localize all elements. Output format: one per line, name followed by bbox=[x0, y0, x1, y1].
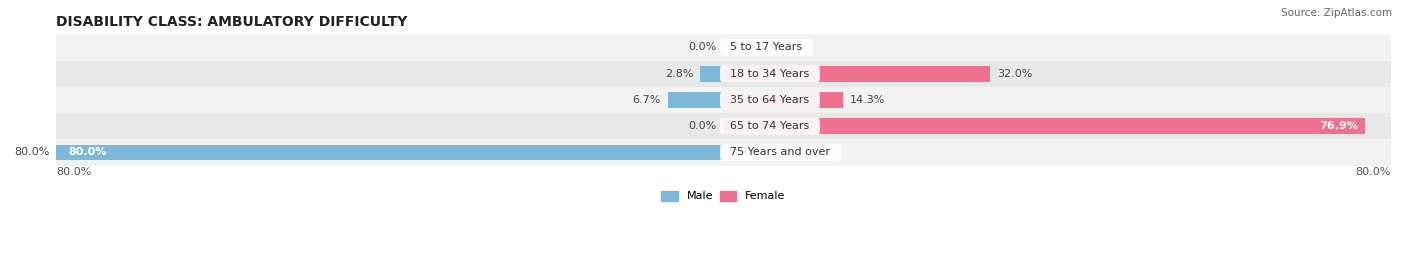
Text: 80.0%: 80.0% bbox=[1355, 167, 1391, 177]
Text: 32.0%: 32.0% bbox=[997, 69, 1032, 79]
Text: 2.8%: 2.8% bbox=[665, 69, 693, 79]
Bar bbox=[56, 144, 724, 160]
Bar bbox=[724, 118, 1365, 134]
Bar bbox=[56, 34, 1391, 61]
Legend: Male, Female: Male, Female bbox=[657, 186, 790, 206]
Bar bbox=[56, 87, 1391, 113]
Text: 80.0%: 80.0% bbox=[14, 147, 49, 157]
Bar bbox=[700, 66, 724, 82]
Text: Source: ZipAtlas.com: Source: ZipAtlas.com bbox=[1281, 8, 1392, 18]
Bar bbox=[724, 66, 990, 82]
Text: 80.0%: 80.0% bbox=[56, 167, 91, 177]
Text: 14.3%: 14.3% bbox=[849, 95, 884, 105]
Text: 0.0%: 0.0% bbox=[689, 43, 717, 52]
Bar bbox=[56, 61, 1391, 87]
Text: 35 to 64 Years: 35 to 64 Years bbox=[724, 95, 817, 105]
Bar bbox=[724, 92, 842, 108]
Text: 5 to 17 Years: 5 to 17 Years bbox=[724, 43, 810, 52]
Text: DISABILITY CLASS: AMBULATORY DIFFICULTY: DISABILITY CLASS: AMBULATORY DIFFICULTY bbox=[56, 15, 408, 29]
Text: 76.9%: 76.9% bbox=[1320, 121, 1358, 131]
Text: 6.7%: 6.7% bbox=[633, 95, 661, 105]
Text: 0.0%: 0.0% bbox=[730, 147, 758, 157]
Bar bbox=[56, 113, 1391, 139]
Text: 75 Years and over: 75 Years and over bbox=[724, 147, 838, 157]
Text: 0.0%: 0.0% bbox=[730, 43, 758, 52]
Text: 80.0%: 80.0% bbox=[69, 147, 107, 157]
Text: 65 to 74 Years: 65 to 74 Years bbox=[724, 121, 817, 131]
Text: 18 to 34 Years: 18 to 34 Years bbox=[724, 69, 817, 79]
Bar bbox=[668, 92, 724, 108]
Bar bbox=[56, 139, 1391, 165]
Text: 0.0%: 0.0% bbox=[689, 121, 717, 131]
